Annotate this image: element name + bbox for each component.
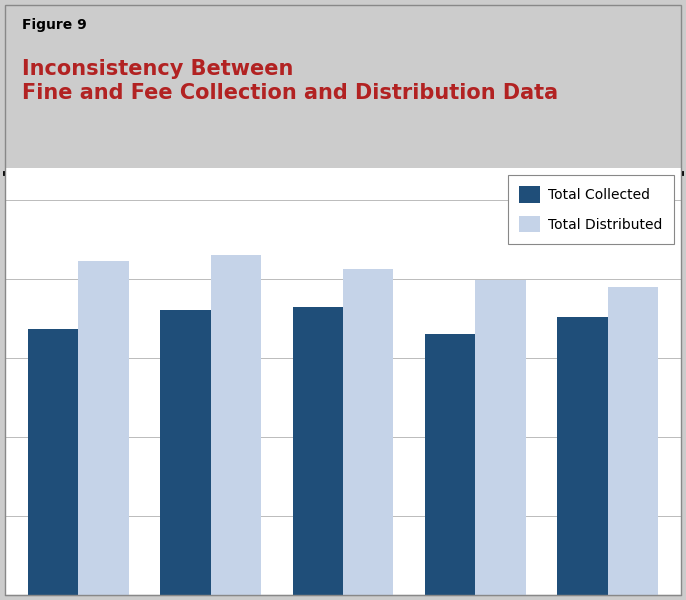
Bar	[425, 334, 475, 595]
Bar	[78, 262, 128, 595]
Bar	[293, 307, 343, 595]
Bar	[608, 287, 658, 595]
Bar	[558, 317, 608, 595]
Bar	[475, 280, 525, 595]
Legend: Total Collected, Total Distributed: Total Collected, Total Distributed	[508, 175, 674, 244]
Bar	[343, 269, 393, 595]
Bar	[28, 329, 78, 595]
Text: Inconsistency Between
Fine and Fee Collection and Distribution Data: Inconsistency Between Fine and Fee Colle…	[23, 59, 558, 103]
Bar	[211, 255, 261, 595]
Bar	[161, 310, 211, 595]
Text: Figure 9: Figure 9	[23, 18, 87, 32]
